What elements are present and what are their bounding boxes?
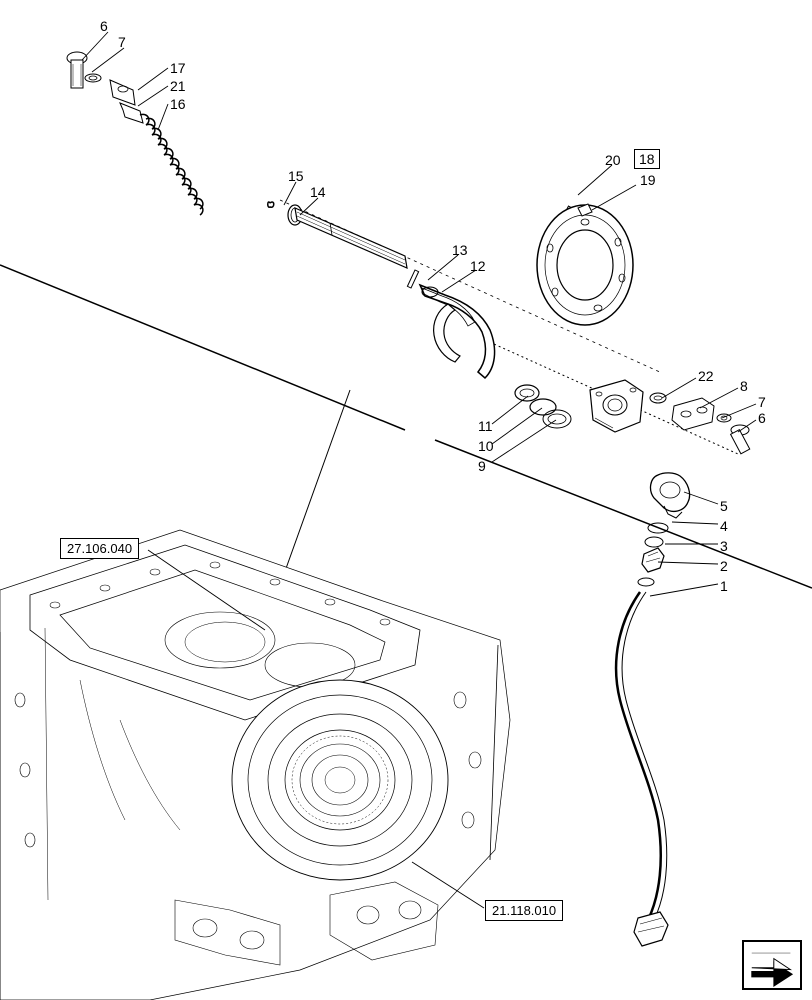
diagram-svg	[0, 0, 812, 1000]
callout-8: 8	[740, 378, 748, 394]
callout-2: 2	[720, 558, 728, 574]
callout-6b: 6	[758, 410, 766, 426]
shaft	[295, 208, 407, 268]
spring	[140, 114, 203, 215]
pipe-tube	[616, 592, 668, 946]
pin-13	[407, 270, 418, 288]
nav-next-icon[interactable]	[742, 940, 802, 990]
bracket-clamp	[110, 80, 143, 123]
bracket-right	[672, 398, 750, 454]
callout-11: 11	[478, 418, 493, 434]
callout-18: 18	[634, 149, 660, 169]
callout-22: 22	[698, 368, 714, 384]
callout-9: 9	[478, 458, 486, 474]
fork	[420, 285, 495, 378]
callout-21: 21	[170, 78, 186, 94]
fitting-rings	[638, 523, 668, 586]
diagram-container: 6 7 17 21 16 15 14 20 18 19 13 12 22 8 7…	[0, 0, 812, 1000]
callout-3: 3	[720, 538, 728, 554]
callout-12: 12	[470, 258, 486, 274]
callout-19: 19	[640, 172, 656, 188]
ref-box-2: 21.118.010	[485, 900, 563, 921]
callout-7a: 7	[118, 34, 126, 50]
callout-5: 5	[720, 498, 728, 514]
callout-15: 15	[288, 168, 304, 184]
callout-13: 13	[452, 242, 468, 258]
main-housing	[0, 530, 510, 1000]
callout-7b: 7	[758, 394, 766, 410]
callout-6a: 6	[100, 18, 108, 34]
callout-14: 14	[310, 184, 326, 200]
disc-plate	[537, 204, 633, 325]
callout-20: 20	[605, 152, 621, 168]
callout-10: 10	[478, 438, 494, 454]
callout-16: 16	[170, 96, 186, 112]
callout-1: 1	[720, 578, 728, 594]
piston-boot	[651, 473, 690, 518]
callout-17: 17	[170, 60, 186, 76]
ref-box-1: 27.106.040	[60, 538, 139, 559]
callout-4: 4	[720, 518, 728, 534]
bracket-housing	[590, 380, 643, 432]
